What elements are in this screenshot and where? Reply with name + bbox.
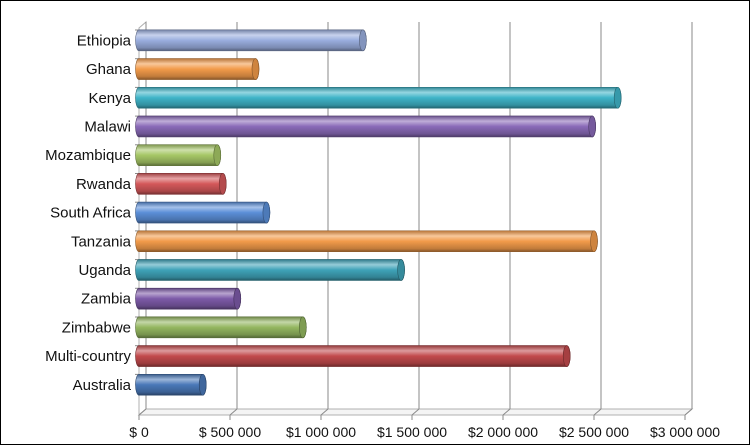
gridline-floor-5 xyxy=(593,408,602,416)
bar-mozambique xyxy=(135,144,222,166)
bar-cap-kenya xyxy=(613,86,622,109)
bar-cap-malawi xyxy=(588,115,596,138)
bar-uganda xyxy=(135,259,405,281)
bar-cap-australia xyxy=(198,373,207,396)
category-label-rwanda: Rwanda xyxy=(76,176,132,193)
gridline-floor-0 xyxy=(138,408,147,416)
category-label-south-africa: South Africa xyxy=(50,205,132,222)
category-label-zimbabwe: Zimbabwe xyxy=(62,319,131,336)
bar-multi-country xyxy=(135,345,571,367)
bar-cap-multi-country xyxy=(562,345,571,367)
bar-cap-uganda xyxy=(397,259,405,281)
gridline-floor-6 xyxy=(684,408,693,416)
bars xyxy=(135,29,622,396)
bar-kenya xyxy=(135,86,622,109)
bar-south-africa xyxy=(135,201,271,224)
bar-cap-rwanda xyxy=(218,173,227,195)
bar-cap-mozambique xyxy=(213,144,222,166)
category-label-malawi: Malawi xyxy=(84,118,131,135)
bar-ethiopia xyxy=(135,29,367,52)
x-tick-label-4: $2 000 000 xyxy=(468,424,538,440)
category-label-ghana: Ghana xyxy=(86,61,132,78)
x-tick-label-5: $2 500 000 xyxy=(559,424,629,440)
bar-zimbabwe xyxy=(135,316,307,339)
category-label-uganda: Uganda xyxy=(78,262,131,279)
x-tick-label-6: $3 000 000 xyxy=(650,424,720,440)
bar-tanzania xyxy=(135,230,598,253)
bar-zambia xyxy=(135,287,242,310)
gridline-floor-1 xyxy=(229,408,238,416)
gridline-floor-3 xyxy=(411,408,420,416)
bar-cap-zimbabwe xyxy=(298,316,307,339)
category-label-ethiopia: Ethiopia xyxy=(77,32,132,49)
category-label-australia: Australia xyxy=(73,377,132,394)
bar-rwanda xyxy=(135,173,227,195)
bar-cap-ethiopia xyxy=(359,29,367,52)
bar-malawi xyxy=(135,115,596,138)
x-tick-label-1: $ 500 000 xyxy=(199,424,261,440)
bar-cap-zambia xyxy=(233,287,242,310)
category-labels: Ethiopia Ghana Kenya Malawi Mozambique Rwanda… xyxy=(45,32,132,393)
bar-cap-south-africa xyxy=(262,201,271,224)
bar-cap-ghana xyxy=(251,58,260,80)
x-tick-label-3: $1 500 000 xyxy=(377,424,447,440)
gridline-floor-2 xyxy=(320,408,329,416)
category-label-kenya: Kenya xyxy=(88,90,131,107)
category-label-mozambique: Mozambique xyxy=(45,147,131,164)
x-tick-label-0: $ 0 xyxy=(129,424,149,440)
bar-cap-tanzania xyxy=(590,230,598,253)
x-tick-label-2: $1 000 000 xyxy=(286,424,356,440)
category-label-zambia: Zambia xyxy=(81,291,132,308)
x-tick-labels: $ 0 $ 500 000 $1 000 000 $1 500 000 $2 000 0… xyxy=(129,424,720,440)
bar-australia xyxy=(135,373,207,396)
gridline-floor-4 xyxy=(502,408,511,416)
bar-ghana xyxy=(135,58,260,80)
category-label-multi-country: Multi-country xyxy=(45,348,131,365)
category-label-tanzania: Tanzania xyxy=(71,233,132,250)
